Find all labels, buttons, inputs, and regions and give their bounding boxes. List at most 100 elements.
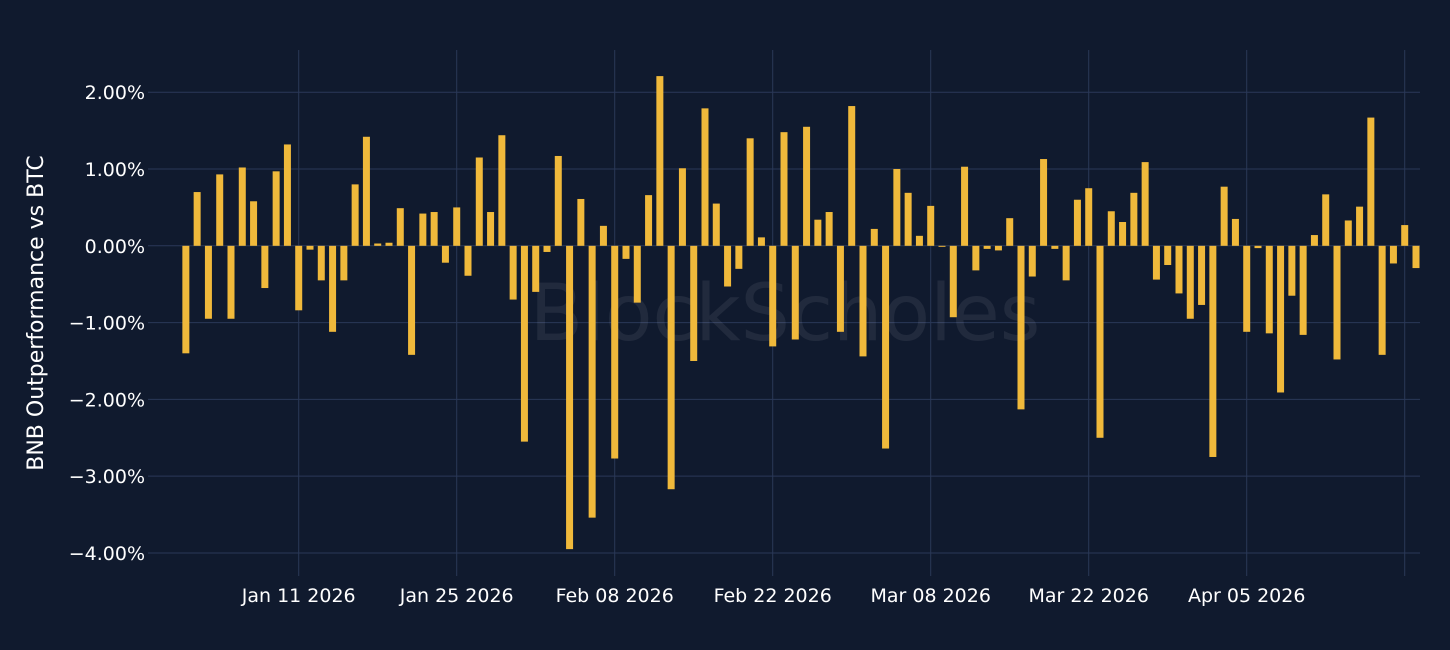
bar bbox=[532, 245, 540, 292]
bar bbox=[396, 208, 404, 246]
bar bbox=[746, 138, 754, 246]
bar bbox=[825, 212, 833, 246]
bar bbox=[712, 203, 720, 246]
bar bbox=[1152, 245, 1160, 280]
bar bbox=[791, 245, 799, 340]
bar bbox=[1277, 245, 1285, 393]
bar bbox=[645, 195, 653, 246]
bar bbox=[904, 192, 912, 246]
bar bbox=[283, 144, 291, 246]
bar bbox=[317, 245, 325, 281]
bar bbox=[464, 245, 472, 276]
bar bbox=[329, 245, 337, 332]
x-tick-label: Apr 05 2026 bbox=[1188, 585, 1305, 607]
bar bbox=[1265, 245, 1273, 334]
bar bbox=[1198, 245, 1206, 305]
bar bbox=[509, 245, 517, 300]
x-tick-label: Feb 22 2026 bbox=[714, 585, 832, 607]
bar bbox=[938, 245, 946, 247]
bar bbox=[690, 245, 698, 361]
bar bbox=[1164, 245, 1172, 266]
bar bbox=[385, 242, 393, 246]
y-tick-label: 2.00% bbox=[85, 82, 145, 104]
bar bbox=[1062, 245, 1070, 281]
bar bbox=[814, 219, 822, 246]
y-tick-label: 0.00% bbox=[85, 236, 145, 258]
y-tick-label: −3.00% bbox=[69, 466, 145, 488]
bar bbox=[983, 245, 991, 249]
bar bbox=[633, 245, 641, 303]
bar bbox=[1310, 235, 1318, 246]
bar bbox=[408, 245, 416, 355]
bar bbox=[1209, 245, 1217, 457]
bar bbox=[870, 228, 878, 246]
bar bbox=[204, 245, 212, 319]
bar bbox=[949, 245, 957, 318]
bar bbox=[475, 157, 483, 246]
x-tick-label: Feb 08 2026 bbox=[556, 585, 674, 607]
bar bbox=[1107, 211, 1115, 246]
bar bbox=[927, 205, 935, 246]
x-axis-ticks: Jan 11 2026 Jan 25 2026 Feb 08 2026 Feb 22 … bbox=[241, 585, 1306, 607]
bar bbox=[182, 245, 190, 354]
y-tick-label: −2.00% bbox=[69, 389, 145, 411]
bar bbox=[1096, 245, 1104, 438]
bar bbox=[453, 207, 461, 246]
bar bbox=[1006, 218, 1014, 246]
bar bbox=[1175, 245, 1183, 294]
bar bbox=[893, 169, 901, 246]
bar bbox=[848, 106, 856, 246]
bar bbox=[769, 245, 777, 347]
bar bbox=[1344, 220, 1352, 246]
bar bbox=[803, 126, 811, 246]
bar bbox=[487, 212, 495, 246]
bar bbox=[238, 167, 246, 246]
bar bbox=[735, 245, 743, 269]
y-axis-title: BNB Outperformance vs BTC bbox=[24, 155, 49, 471]
bar bbox=[1322, 194, 1330, 246]
bar bbox=[1085, 188, 1093, 246]
bar bbox=[1356, 206, 1364, 246]
bar bbox=[1119, 222, 1127, 246]
bar bbox=[678, 168, 686, 246]
bar bbox=[1040, 159, 1048, 246]
bar bbox=[193, 192, 201, 246]
bar bbox=[1243, 245, 1251, 332]
bar bbox=[1186, 245, 1194, 319]
bar bbox=[961, 166, 969, 246]
bar bbox=[1017, 245, 1025, 410]
bar bbox=[250, 201, 258, 246]
bar bbox=[441, 245, 449, 263]
bar bbox=[272, 171, 280, 246]
bar bbox=[543, 245, 551, 252]
bar bbox=[419, 213, 427, 246]
bar bbox=[1389, 245, 1397, 264]
bar bbox=[599, 225, 607, 246]
bar bbox=[1141, 162, 1149, 246]
bar bbox=[1130, 192, 1138, 246]
bar bbox=[362, 136, 370, 246]
bar bbox=[1367, 117, 1375, 246]
bar bbox=[554, 155, 562, 246]
bar bbox=[859, 245, 867, 357]
bar bbox=[306, 245, 314, 250]
bar bbox=[374, 243, 382, 246]
y-tick-label: −4.00% bbox=[69, 543, 145, 565]
bar bbox=[1051, 245, 1059, 249]
bar bbox=[588, 245, 596, 518]
bar bbox=[994, 245, 1002, 251]
bar bbox=[351, 184, 359, 246]
bar bbox=[611, 245, 619, 459]
bar bbox=[780, 132, 788, 246]
y-tick-label: 1.00% bbox=[85, 159, 145, 181]
bar bbox=[577, 198, 585, 246]
x-tick-label: Jan 25 2026 bbox=[399, 585, 514, 607]
bar bbox=[1299, 245, 1307, 335]
bar bbox=[915, 235, 923, 246]
bar bbox=[566, 245, 574, 550]
y-axis-ticks: 2.00% 1.00% 0.00% −1.00% −2.00% −3.00% −4.00% bbox=[69, 82, 145, 565]
y-tick-label: −1.00% bbox=[69, 313, 145, 335]
x-tick-label: Mar 08 2026 bbox=[870, 585, 990, 607]
bar bbox=[520, 245, 528, 442]
